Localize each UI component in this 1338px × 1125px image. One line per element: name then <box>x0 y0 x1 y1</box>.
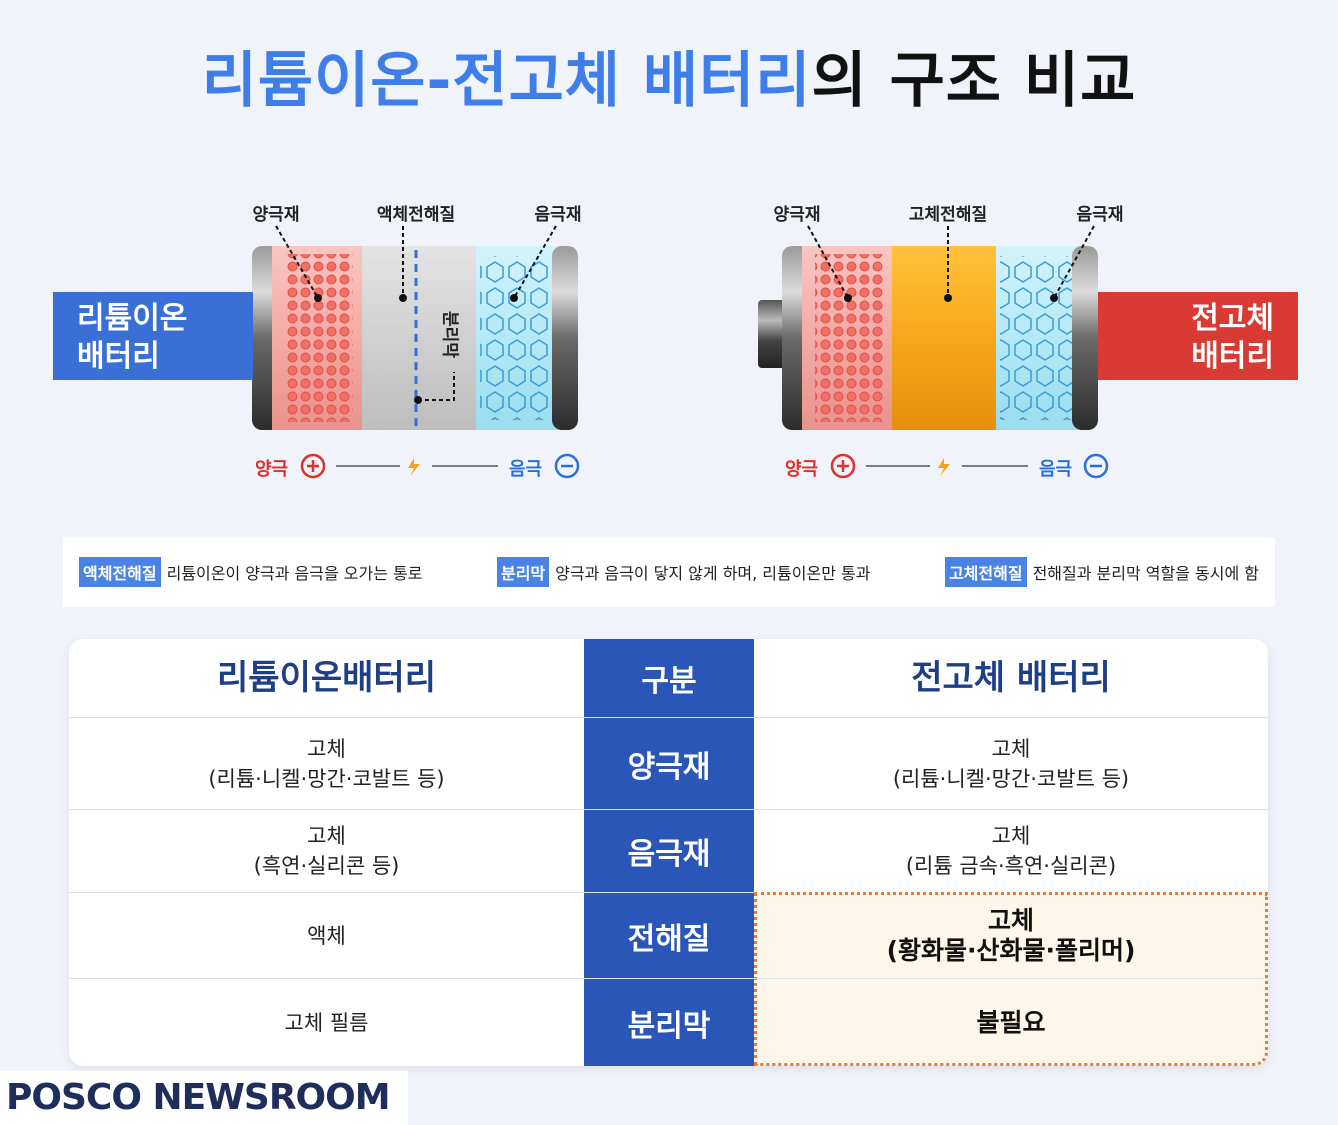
right-cathode-label: 양극재 <box>773 205 821 225</box>
table-row: 고체 필름 분리막 불필요 <box>69 979 1268 1066</box>
table-row: 고체 (리튬·니켈·망간·코발트 등) 양극재 고체 (리튬·니켈·망간·코발트… <box>69 718 1268 809</box>
page-title: 리튬이온-전고체 배터리의 구조 비교 <box>0 32 1338 119</box>
legend-item: 고체전해질 전해질과 분리막 역할을 동시에 함 <box>944 557 1259 587</box>
row-divider <box>69 978 1268 979</box>
header-category: 구분 <box>584 639 754 717</box>
title-blue-part: 리튬이온-전고체 배터리 <box>201 46 812 116</box>
cell-left: 고체 필름 <box>284 1010 369 1035</box>
right-negative-label: 음극 <box>1039 459 1073 480</box>
solid-state-battery-tag: 전고체 배터리 <box>1098 292 1298 380</box>
battery-diagram <box>228 225 1109 479</box>
title-dark-part: 의 구조 비교 <box>811 46 1137 116</box>
cell-right: 고체 (리튬 금속·흑연·실리콘) <box>905 824 1117 878</box>
row-divider <box>69 717 1268 718</box>
table-row: 고체 (흑연·실리콘 등) 음극재 고체 (리튬 금속·흑연·실리콘) <box>69 810 1268 892</box>
brand-logo: POSCO NEWSROOM <box>0 1071 408 1125</box>
highlight-box <box>754 892 1268 1066</box>
legend-key: 분리막 <box>496 557 550 587</box>
row-label: 양극재 <box>584 718 754 809</box>
cell-left: 고체 (흑연·실리콘 등) <box>253 824 400 878</box>
solid-state-battery-illustration <box>758 225 1109 479</box>
row-label: 전해질 <box>584 893 754 978</box>
cell-left: 고체 (리튬·니켈·망간·코발트 등) <box>208 736 445 791</box>
left-negative-label: 음극 <box>509 459 543 480</box>
legend-text: 리튬이온이 양극과 음극을 오가는 통로 <box>166 564 423 583</box>
row-divider <box>69 892 754 893</box>
legend-text: 양극과 음극이 닿지 않게 하며, 리튬이온만 통과 <box>555 564 871 583</box>
right-anode-label: 음극재 <box>1076 205 1124 225</box>
right-electrolyte-label: 고체전해질 <box>908 205 988 225</box>
right-positive-label: 양극 <box>785 459 819 480</box>
legend-box: 액체전해질 리튬이온이 양극과 음극을 오가는 통로 분리막 양극과 음극이 닿… <box>63 537 1275 607</box>
row-label: 음극재 <box>584 810 754 892</box>
left-cathode-label: 양극재 <box>252 205 300 225</box>
legend-text: 전해질과 분리막 역할을 동시에 함 <box>1032 564 1259 583</box>
header-solid-state: 전고체 배터리 <box>911 658 1111 698</box>
left-positive-label: 양극 <box>255 459 289 480</box>
solid-state-tag-text: 전고체 배터리 <box>1191 301 1274 374</box>
lithium-ion-battery-tag: 리튬이온 배터리 <box>53 292 253 380</box>
separator-label: 분리막 <box>439 311 460 358</box>
comparison-table: 리튬이온배터리 구분 전고체 배터리 고체 (리튬·니켈·망간·코발트 등) 양… <box>69 639 1268 1066</box>
row-divider <box>69 809 1268 810</box>
cell-right: 고체 (황화물·산화물·폴리머) <box>886 905 1136 965</box>
lithium-ion-tag-text: 리튬이온 배터리 <box>77 301 188 374</box>
cell-right: 고체 (리튬·니켈·망간·코발트 등) <box>892 736 1130 791</box>
cell-left: 액체 <box>307 923 346 948</box>
header-lithium-ion: 리튬이온배터리 <box>217 658 436 698</box>
left-anode-label: 음극재 <box>534 205 582 225</box>
row-label: 분리막 <box>584 979 754 1066</box>
table-row: 액체 전해질 고체 (황화물·산화물·폴리머) <box>69 893 1268 978</box>
cell-right: 불필요 <box>976 1007 1046 1037</box>
lithium-ion-battery-illustration <box>228 225 580 479</box>
legend-key: 고체전해질 <box>944 557 1027 587</box>
legend-key: 액체전해질 <box>79 557 161 587</box>
legend-item: 액체전해질 리튬이온이 양극과 음극을 오가는 통로 <box>79 557 422 587</box>
left-electrolyte-label: 액체전해질 <box>376 205 456 225</box>
legend-item: 분리막 양극과 음극이 닿지 않게 하며, 리튬이온만 통과 <box>496 557 871 587</box>
table-header-row: 리튬이온배터리 구분 전고체 배터리 <box>69 639 1268 717</box>
